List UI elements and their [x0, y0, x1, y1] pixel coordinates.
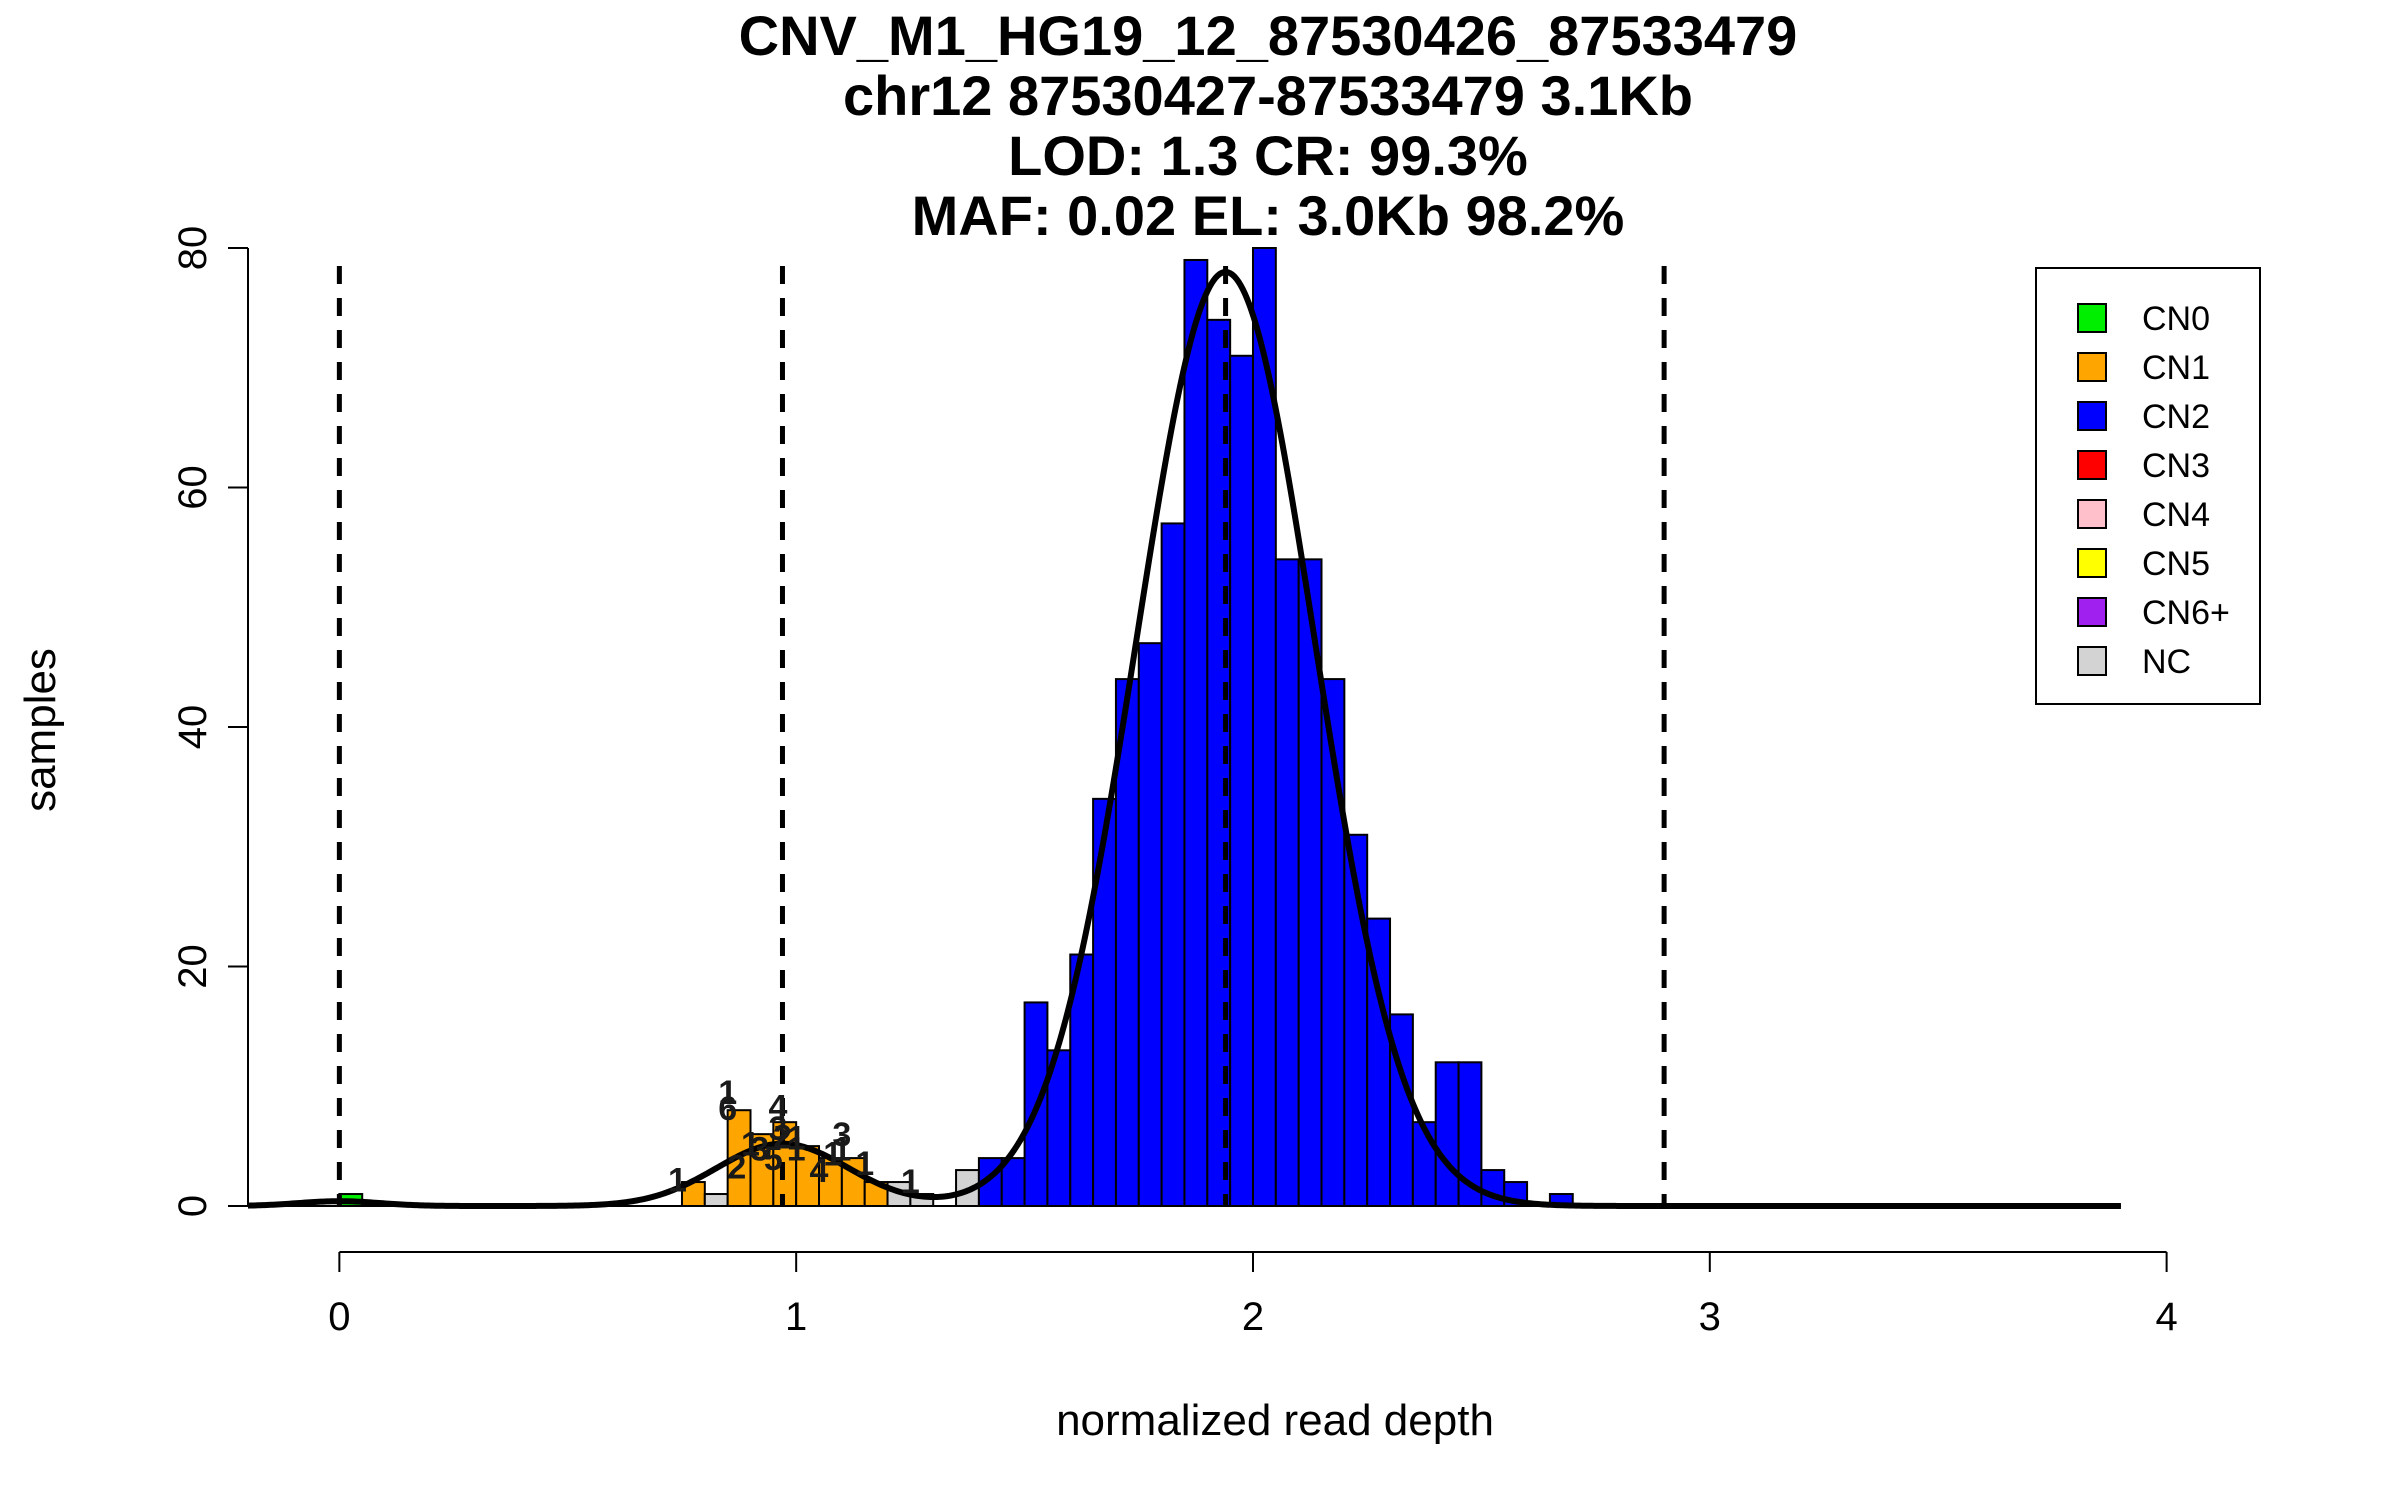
- legend-swatch: [2077, 597, 2107, 627]
- legend-box: [2035, 267, 2261, 705]
- y-tick-label: 60: [171, 465, 215, 510]
- copy-number-thresholds: [336, 265, 1667, 1206]
- bar-count-label: 1: [741, 1126, 760, 1164]
- title-line-2: chr12 87530427-87533479 3.1Kb: [843, 64, 1693, 127]
- legend-label: CN6+: [2142, 594, 2230, 632]
- y-tick-label: 20: [171, 944, 215, 989]
- bar-count-label: 4: [810, 1152, 829, 1190]
- histogram-bar: [1183, 258, 1209, 1208]
- bar-count-label: 1: [832, 1131, 851, 1169]
- bar-count-label: 2: [773, 1119, 792, 1157]
- bar-count-label: 3: [750, 1131, 769, 1169]
- x-tick-label: 4: [2155, 1295, 2177, 1339]
- title-line-3: LOD: 1.3 CR: 99.3%: [1008, 124, 1528, 187]
- legend-label: CN3: [2142, 447, 2210, 485]
- bar-count-label: 1: [718, 1074, 737, 1112]
- legend: CN0 CN1 CN2 CN3 CN4 CN5 CN6+ NC: [2035, 267, 2261, 705]
- histogram-bars: [338, 247, 1574, 1208]
- bar-count-label: 1: [823, 1135, 842, 1173]
- y-tick-label: 0: [171, 1195, 215, 1217]
- title-line-4: MAF: 0.02 EL: 3.0Kb 98.2%: [912, 184, 1625, 247]
- legend-swatch: [2077, 303, 2107, 333]
- bar-count-label: 6: [718, 1090, 737, 1128]
- legend-label: CN2: [2142, 398, 2210, 436]
- bar-count-label: 4: [768, 1089, 787, 1127]
- bar-count-label: 1: [901, 1163, 920, 1201]
- legend-swatch: [2077, 499, 2107, 529]
- legend-swatch: [2077, 548, 2107, 578]
- x-tick-label: 0: [328, 1295, 350, 1339]
- legend-swatch: [2077, 401, 2107, 431]
- histogram-bar: [1092, 797, 1117, 1207]
- histogram-bar: [1160, 522, 1186, 1207]
- legend-label: CN4: [2142, 496, 2210, 534]
- bar-count-label: 3: [832, 1116, 851, 1154]
- histogram-bar: [1137, 642, 1163, 1207]
- legend-label: NC: [2142, 643, 2191, 681]
- y-tick-label: 40: [171, 705, 215, 750]
- histogram-bar: [1274, 558, 1300, 1207]
- chart-title: CNV_M1_HG19_12_87530426_87533479 chr12 8…: [739, 4, 1798, 247]
- legend-label: CN1: [2142, 349, 2210, 387]
- histogram-bar: [1229, 354, 1254, 1207]
- x-axis-label: normalized read depth: [1056, 1396, 1494, 1445]
- title-line-1: CNV_M1_HG19_12_87530426_87533479: [739, 4, 1798, 67]
- y-tick-label: 80: [171, 226, 215, 271]
- x-tick-label: 3: [1699, 1295, 1721, 1339]
- legend-label: CN5: [2142, 545, 2210, 583]
- bar-count-label: 1: [787, 1120, 806, 1158]
- histogram-bar: [1434, 1061, 1460, 1208]
- bar-count-label: 1: [855, 1145, 874, 1183]
- x-tick-label: 2: [1242, 1295, 1264, 1339]
- y-axis-label: samples: [16, 648, 65, 812]
- histogram-bar: [703, 1193, 729, 1208]
- gaussian-fit-curve: [247, 268, 2121, 1209]
- fit-curve: [247, 268, 2121, 1209]
- legend-swatch: [2077, 450, 2107, 480]
- legend-label: CN0: [2142, 300, 2210, 338]
- y-axis: 0 20 40 60 80: [171, 226, 249, 1217]
- bar-count-label: 3: [768, 1110, 787, 1148]
- legend-swatch: [2077, 646, 2107, 676]
- bar-count-label: 1: [787, 1131, 806, 1169]
- x-tick-label: 1: [785, 1295, 807, 1339]
- bar-count-label: 5: [764, 1140, 783, 1178]
- x-axis: 0 1 2 3 4: [328, 1251, 2178, 1339]
- legend-swatch: [2077, 352, 2107, 382]
- bar-count-label: 1: [668, 1162, 687, 1200]
- bar-count-label: 2: [727, 1148, 746, 1186]
